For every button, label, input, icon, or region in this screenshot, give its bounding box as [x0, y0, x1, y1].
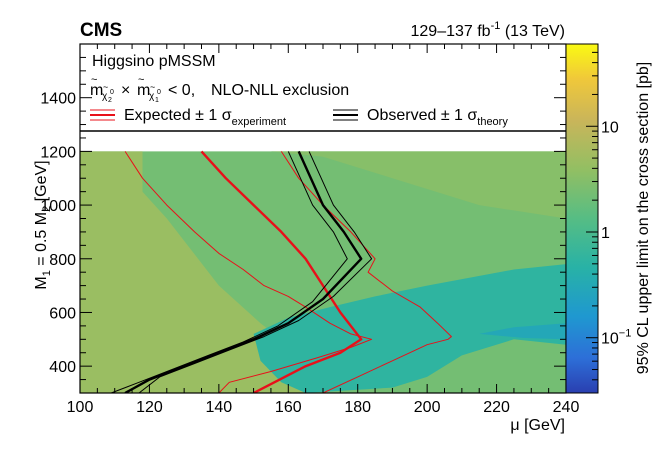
observed-label: Observed ± 1 σtheory	[367, 107, 508, 128]
y-tick-label: 1000	[40, 198, 76, 215]
x-tick-label: 240	[553, 399, 580, 416]
heatmap-layer	[80, 151, 566, 393]
chi2-index: 2	[108, 97, 112, 104]
heatmap-region-low-limit-valley	[253, 264, 566, 393]
chi1-index: 1	[155, 97, 159, 104]
y-axis-label: M1 = 0.5 M2 [GeV]	[33, 160, 53, 289]
y-tick-label: 1200	[40, 144, 76, 161]
legend-model-label: Higgsino pMSSM	[92, 53, 216, 70]
heatmap-region-deep-valley-core	[479, 323, 566, 340]
x-tick-label: 180	[344, 399, 371, 416]
color-scale-label: 95% CL upper limit on the cross section …	[635, 62, 652, 374]
legend-expected-entry: Expected ± 1 σexperiment	[90, 107, 286, 128]
z-tick-label: 1	[601, 225, 610, 242]
legend-box	[80, 44, 566, 131]
x-tick-label: 100	[67, 399, 94, 416]
x-tick-label: 120	[136, 399, 163, 416]
x-tick-label: 140	[206, 399, 233, 416]
x-tick-label: 200	[414, 399, 441, 416]
x-tick-label: 220	[483, 399, 510, 416]
mass-product-label: m	[90, 82, 103, 99]
chi1-subscript: χ	[149, 91, 155, 102]
heatmap-region-upper-right-wedge	[270, 151, 566, 219]
expected-label: Expected ± 1 σexperiment	[124, 107, 286, 128]
series-observed-1-theory	[138, 151, 373, 393]
color-scale-frame	[565, 43, 599, 394]
legend-condition: m ~ χ 2 0 ~ × m ~ χ 1 0 ~ < 0, NLO-NLL e…	[90, 74, 349, 104]
y-tick-label: 1400	[40, 91, 76, 108]
tilde-mark: ~	[91, 74, 97, 86]
chi2-subscript: χ	[102, 91, 108, 102]
y-tick-label: 600	[49, 305, 76, 322]
condition-tail: < 0,	[168, 82, 195, 99]
chi1-charge: 0	[157, 89, 161, 96]
y-tick-label: 400	[49, 359, 76, 376]
chi2-charge: 0	[110, 89, 114, 96]
y-tick-label: 800	[49, 252, 76, 269]
x-axis: 100 120 140 160 180 200 220 240	[67, 44, 580, 416]
color-scale-bar	[566, 44, 598, 393]
series-expected	[200, 150, 363, 393]
times-sign: ×	[121, 82, 130, 99]
chi1-tilde: ~	[150, 82, 155, 92]
legend-observed-entry: Observed ± 1 σtheory	[333, 107, 508, 128]
series-observed	[124, 150, 363, 393]
x-axis-label: μ [GeV]	[510, 417, 565, 434]
color-scale-ticks: 10 1 10−1	[586, 43, 631, 394]
tilde-mark-2: ~	[138, 74, 144, 86]
mass-symbol-2: m	[137, 82, 150, 99]
x-tick-label: 160	[275, 399, 302, 416]
luminosity-label: 129–137 fb-1 (13 TeV)	[411, 20, 566, 40]
series-expected-1-experiment	[280, 151, 452, 393]
limit-curves	[111, 150, 452, 393]
chi2-tilde: ~	[103, 82, 108, 92]
exclusion-label: NLO-NLL exclusion	[211, 82, 349, 99]
experiment-label: CMS	[80, 20, 122, 41]
z-tick-label: 10−1	[601, 328, 631, 348]
series-observed-1-theory	[111, 151, 348, 393]
z-tick-label: 10	[601, 119, 619, 136]
